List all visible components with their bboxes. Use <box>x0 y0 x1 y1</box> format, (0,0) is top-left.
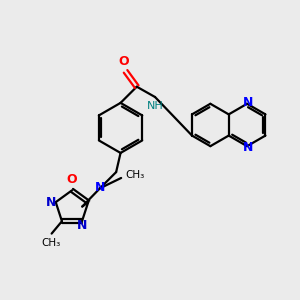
Text: CH₃: CH₃ <box>126 170 145 180</box>
Text: N: N <box>46 196 56 208</box>
Text: O: O <box>67 173 77 186</box>
Text: N: N <box>243 141 254 154</box>
Text: N: N <box>243 96 254 109</box>
Text: CH₃: CH₃ <box>41 238 61 248</box>
Text: N: N <box>77 219 87 232</box>
Text: N: N <box>95 181 105 194</box>
Text: NH: NH <box>147 100 164 110</box>
Text: O: O <box>119 55 129 68</box>
